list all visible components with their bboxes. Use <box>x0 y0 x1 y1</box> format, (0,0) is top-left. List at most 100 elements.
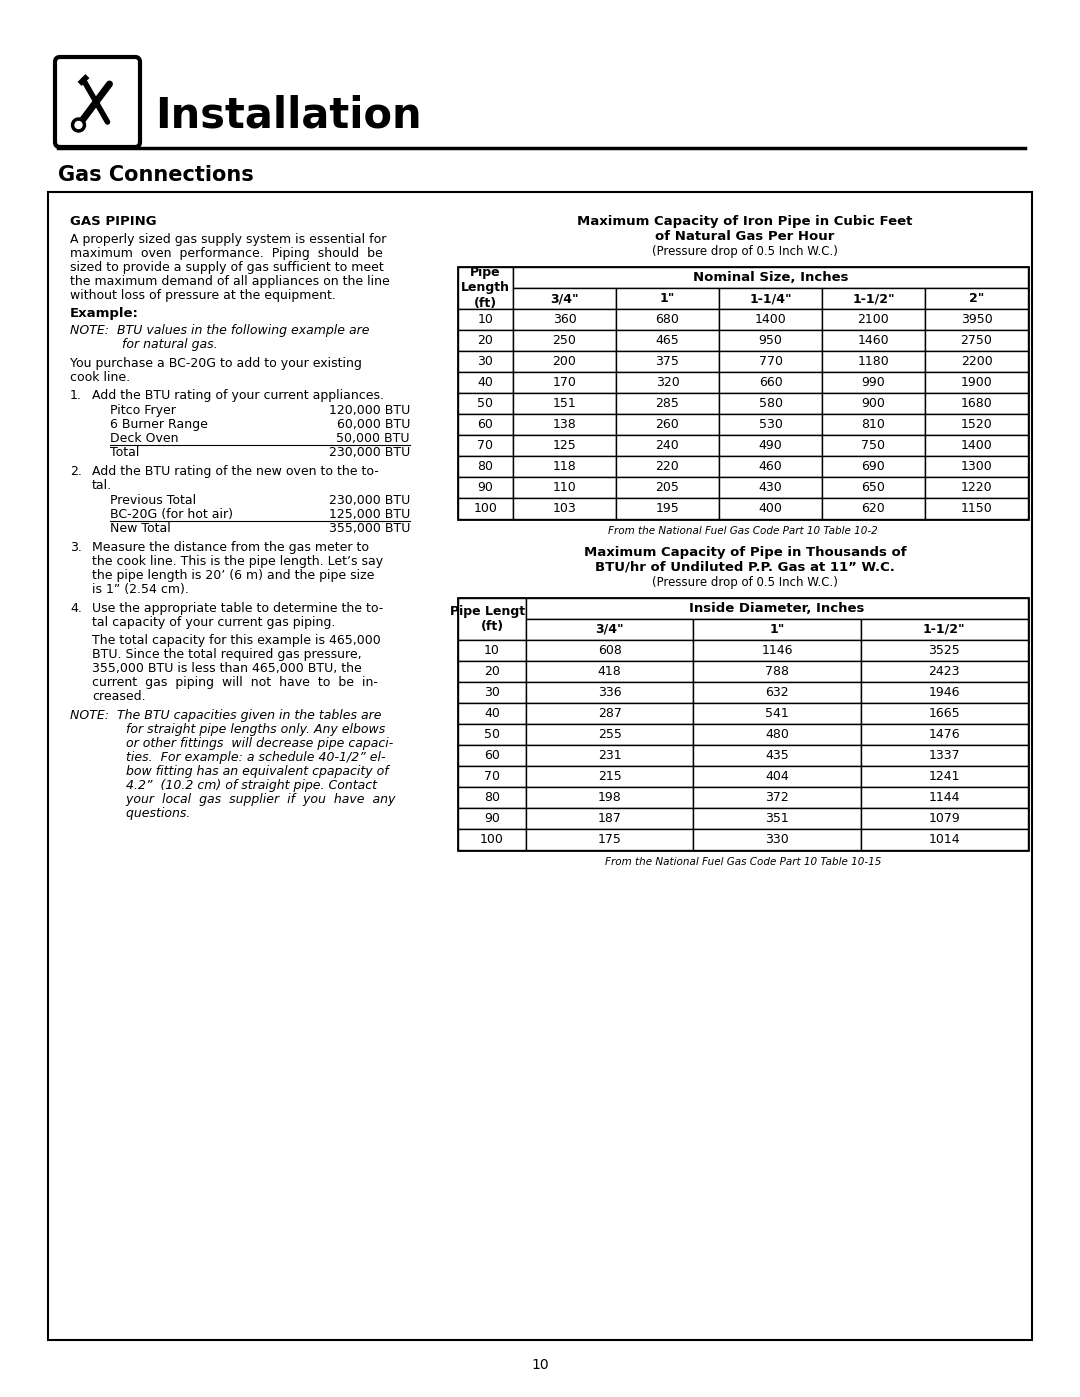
Bar <box>513 351 616 372</box>
Text: for straight pipe lengths only. Any elbows: for straight pipe lengths only. Any elbo… <box>70 724 386 736</box>
Text: 120,000 BTU: 120,000 BTU <box>328 404 410 416</box>
Bar <box>458 787 526 807</box>
Text: 950: 950 <box>758 334 782 346</box>
Text: 40: 40 <box>484 707 500 719</box>
Text: 788: 788 <box>765 665 789 678</box>
Text: 460: 460 <box>758 460 782 474</box>
Text: 1-1/2": 1-1/2" <box>852 292 895 305</box>
Bar <box>458 330 513 351</box>
Text: Inside Diameter, Inches: Inside Diameter, Inches <box>689 602 865 615</box>
Bar <box>719 309 822 330</box>
Text: 215: 215 <box>598 770 622 782</box>
Bar <box>526 766 693 787</box>
Text: 608: 608 <box>597 644 622 657</box>
Text: 418: 418 <box>598 665 622 678</box>
Bar <box>924 393 1028 414</box>
Text: 770: 770 <box>758 355 783 367</box>
Bar <box>924 330 1028 351</box>
Text: 1144: 1144 <box>929 791 960 805</box>
Text: 1400: 1400 <box>960 439 993 453</box>
Text: 1900: 1900 <box>960 376 993 388</box>
Text: 580: 580 <box>758 397 783 409</box>
Bar <box>861 807 1028 828</box>
Bar <box>693 703 861 724</box>
Text: 404: 404 <box>765 770 788 782</box>
Text: without loss of pressure at the equipment.: without loss of pressure at the equipmen… <box>70 289 336 302</box>
Text: 20: 20 <box>477 334 494 346</box>
Text: 110: 110 <box>553 481 577 495</box>
Bar <box>924 288 1028 309</box>
Bar <box>526 703 693 724</box>
Bar <box>861 787 1028 807</box>
Text: 660: 660 <box>758 376 782 388</box>
Bar <box>513 455 616 476</box>
Bar <box>513 476 616 497</box>
Bar <box>513 434 616 455</box>
Text: 750: 750 <box>862 439 886 453</box>
Bar <box>458 393 513 414</box>
Text: 1-1/2": 1-1/2" <box>923 623 966 636</box>
Bar <box>458 267 1028 520</box>
Text: 1": 1" <box>660 292 675 305</box>
Bar <box>924 351 1028 372</box>
Text: 50,000 BTU: 50,000 BTU <box>337 432 410 446</box>
Bar <box>861 703 1028 724</box>
Text: creased.: creased. <box>92 690 146 703</box>
Bar <box>719 455 822 476</box>
Bar <box>861 724 1028 745</box>
Text: 220: 220 <box>656 460 679 474</box>
Text: 690: 690 <box>862 460 886 474</box>
Bar <box>719 330 822 351</box>
Bar <box>924 476 1028 497</box>
Text: New Total: New Total <box>110 522 171 535</box>
Text: 10: 10 <box>477 313 494 326</box>
Text: 118: 118 <box>553 460 577 474</box>
Text: 480: 480 <box>765 728 788 740</box>
Text: of Natural Gas Per Hour: of Natural Gas Per Hour <box>656 231 835 243</box>
Text: the cook line. This is the pipe length. Let’s say: the cook line. This is the pipe length. … <box>92 555 383 569</box>
Text: Add the BTU rating of the new oven to the to-: Add the BTU rating of the new oven to th… <box>92 465 379 478</box>
Bar <box>616 309 719 330</box>
Text: 175: 175 <box>597 833 622 847</box>
Bar <box>924 497 1028 520</box>
Bar <box>458 434 513 455</box>
Text: 1400: 1400 <box>755 313 786 326</box>
Bar <box>458 598 526 640</box>
Bar <box>513 414 616 434</box>
Text: 360: 360 <box>553 313 577 326</box>
Circle shape <box>71 117 85 131</box>
Bar <box>861 745 1028 766</box>
Text: 125,000 BTU: 125,000 BTU <box>328 509 410 521</box>
Bar <box>719 497 822 520</box>
Text: 151: 151 <box>553 397 577 409</box>
Text: BC-20G (for hot air): BC-20G (for hot air) <box>110 509 233 521</box>
Text: your  local  gas  supplier  if  you  have  any: your local gas supplier if you have any <box>70 793 395 806</box>
Text: bow fitting has an equivalent cpapacity of: bow fitting has an equivalent cpapacity … <box>70 766 389 778</box>
Bar <box>458 661 526 682</box>
Text: Pipe Length
(ft): Pipe Length (ft) <box>450 605 534 633</box>
Text: 3525: 3525 <box>929 644 960 657</box>
Text: 1-1/4": 1-1/4" <box>750 292 792 305</box>
Bar <box>48 191 1032 1340</box>
Text: the pipe length is 20’ (6 m) and the pipe size: the pipe length is 20’ (6 m) and the pip… <box>92 569 375 583</box>
Text: tal.: tal. <box>92 479 112 492</box>
Text: 80: 80 <box>484 791 500 805</box>
Bar <box>526 787 693 807</box>
Bar <box>822 330 924 351</box>
Text: 2200: 2200 <box>960 355 993 367</box>
Bar <box>822 476 924 497</box>
Text: 900: 900 <box>862 397 886 409</box>
Text: 330: 330 <box>765 833 788 847</box>
Text: 10: 10 <box>531 1358 549 1372</box>
Bar <box>513 393 616 414</box>
Text: 1220: 1220 <box>961 481 993 495</box>
Bar <box>513 309 616 330</box>
Bar <box>616 455 719 476</box>
Text: 1337: 1337 <box>929 749 960 761</box>
Bar <box>693 807 861 828</box>
Bar <box>822 309 924 330</box>
Text: 30: 30 <box>484 686 500 698</box>
Bar <box>458 414 513 434</box>
Bar <box>924 309 1028 330</box>
Text: 287: 287 <box>597 707 622 719</box>
